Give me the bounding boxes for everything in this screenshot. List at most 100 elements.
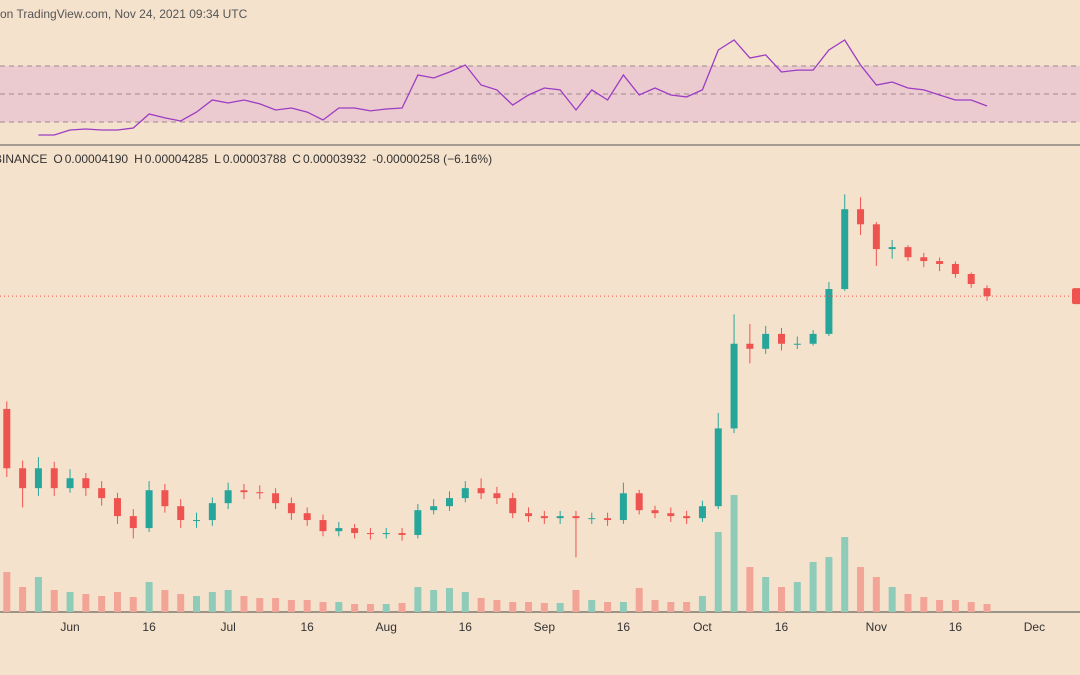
volume-bar [920,597,928,612]
volume-bar [82,594,90,612]
last-price-tag [1072,288,1080,305]
ohlc-value: 0.00003932 [303,152,367,166]
candle-body [525,513,533,517]
candle-body [303,513,311,521]
candle-body [19,468,27,489]
x-tick-label: Dec [1024,620,1045,634]
volume-bar [556,603,564,612]
volume-bar [588,600,596,612]
volume-bar [177,594,185,612]
volume-bar [193,596,201,612]
volume-bar [572,590,580,612]
volume-bar [382,604,390,612]
volume-bar [809,562,817,612]
ohlc-key: H [134,152,143,166]
volume-bar [461,592,469,612]
volume-bar [493,600,501,612]
candle-body [730,343,738,429]
volume-bar [777,587,785,612]
candle-body [82,478,90,489]
x-tick-label: Nov [866,620,887,634]
volume-bar [50,590,58,612]
legend-header: BINANCE O0.00004190 H0.00004285 L0.00003788… [0,152,492,166]
ohlc-key: C [292,152,301,166]
candle-body [224,490,232,504]
candle-body [319,520,327,532]
candle-body [746,343,754,349]
volume-bar [256,598,264,612]
candle-body [129,516,137,529]
volume-bar [509,602,517,612]
volume-bar [19,587,27,612]
candle-body [335,528,343,532]
ohlc-key: L [214,152,221,166]
volume-bar [113,592,121,612]
volume-bar [525,602,533,612]
volume-bar [967,602,975,612]
candle-body [113,498,121,517]
volume-bar [904,594,912,612]
x-tick-label: Jun [60,620,79,634]
volume-bar [208,592,216,612]
volume-bar [445,588,453,612]
candle-body [351,528,359,534]
volume-bar [161,590,169,612]
volume-bar [398,603,406,612]
x-tick-label: 16 [617,620,631,634]
ohlc-value: 0.00004190 [65,152,129,166]
volume-bar [857,567,865,612]
x-tick-label: 16 [459,620,473,634]
candle-body [161,490,169,507]
candle-body [809,333,817,344]
candle-body [635,493,643,511]
candle-body [714,428,722,507]
volume-bar [698,596,706,612]
candle-body [287,503,295,514]
volume-bar [683,602,691,612]
volume-bar [3,572,11,612]
x-tick-label: 16 [949,620,963,634]
candle-body [619,493,627,521]
candle-body [256,492,264,494]
volume-bar [66,592,74,612]
candle-body [825,289,833,334]
x-tick-label: Aug [376,620,397,634]
candle-body [34,468,42,489]
volume-bar [34,577,42,612]
candle-body [208,503,216,521]
candle-body [398,533,406,535]
volume-bar [145,582,153,612]
volume-bar [366,604,374,612]
volume-bar [272,598,280,612]
volume-bar [714,532,722,612]
candle-body [762,333,770,349]
x-tick-label: 16 [775,620,789,634]
candle-body [414,510,422,535]
candle-body [430,506,438,511]
candle-body [936,261,944,264]
x-tick-label: 16 [301,620,315,634]
volume-bar [129,597,137,612]
candle-body [777,333,785,344]
candle-body [572,516,580,519]
x-tick-label: Sep [534,620,556,634]
volume-bar [825,557,833,612]
candle-body [177,506,185,521]
candle-body [145,490,153,529]
volume-bar [351,604,359,612]
candle-body [66,478,74,489]
volume-bar [872,577,880,612]
ohlc-value: 0.00004285 [145,152,209,166]
volume-bar [319,602,327,612]
volume-bar [746,567,754,612]
candle-body [540,516,548,519]
caption: on TradingView.com, Nov 24, 2021 09:34 U… [0,7,248,21]
candle-body [698,506,706,519]
candle-body [951,263,959,274]
volume-bar [477,598,485,612]
ohlc-value: 0.00003788 [223,152,287,166]
volume-bar [888,587,896,612]
change: -0.00000258 (−6.16%) [372,152,492,166]
candle-body [888,247,896,250]
